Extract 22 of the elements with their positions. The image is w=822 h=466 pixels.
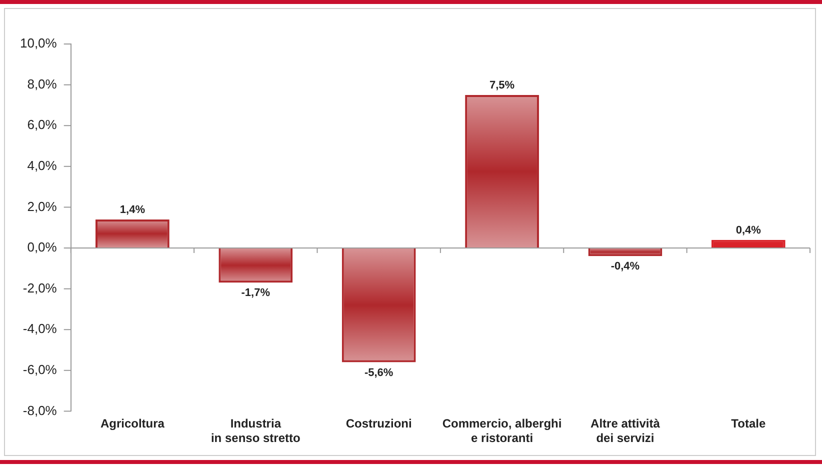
y-tick-label: 10,0% — [20, 36, 58, 51]
y-tick-label: 4,0% — [27, 158, 58, 173]
y-tick-label: 0,0% — [27, 240, 58, 255]
y-tick-label: -6,0% — [22, 362, 58, 377]
data-label: 7,5% — [489, 80, 515, 92]
data-label: -0,4% — [610, 260, 640, 273]
y-tick-label: 6,0% — [27, 117, 58, 132]
y-tick-label: 8,0% — [27, 76, 58, 92]
x-tick-label: Industria in senso stretto — [210, 416, 300, 446]
x-tick-label: Agricoltura — [100, 416, 165, 431]
x-tick-label: Commercio, alberghi e ristoranti — [442, 416, 562, 446]
y-tick-label: -2,0% — [22, 280, 58, 296]
data-label: -5,6% — [364, 366, 394, 379]
y-tick-label: -8,0% — [22, 402, 58, 418]
x-tick-label: Costruzioni — [346, 416, 412, 431]
y-tick-label: -4,0% — [22, 321, 58, 336]
y-tick-label: 2,0% — [27, 198, 58, 214]
x-tick-label: Totale — [731, 416, 766, 431]
data-label: -1,7% — [241, 287, 270, 300]
data-label: 0,4% — [736, 224, 762, 236]
x-tick-label: Altre attività dei servizi — [590, 416, 660, 446]
data-label: 1,4% — [120, 204, 146, 216]
